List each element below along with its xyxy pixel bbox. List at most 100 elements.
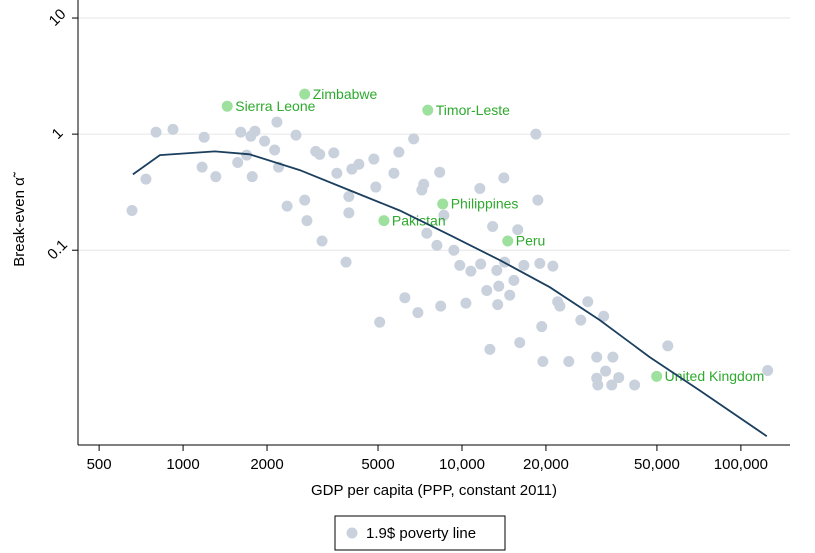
scatter-point [629, 379, 641, 391]
scatter-point [271, 116, 283, 128]
scatter-point [343, 191, 355, 203]
x-tick-label: 500 [87, 456, 112, 473]
scatter-point [328, 147, 340, 159]
y-tick-label: 1 [49, 125, 67, 143]
scatter-point [454, 259, 466, 271]
scatter-point [575, 314, 587, 326]
legend-label: 1.9$ poverty line [366, 525, 476, 542]
x-tick-label: 50,000 [634, 456, 680, 473]
scatter-point [532, 194, 544, 206]
scatter-point [536, 321, 548, 333]
scatter-point [399, 292, 411, 304]
scatter-point [431, 239, 443, 251]
scatter-point [598, 310, 610, 322]
scatter-point [563, 356, 575, 368]
scatter-point [140, 173, 152, 185]
point-label: Sierra Leone [235, 98, 315, 114]
point-label: Philippines [451, 196, 519, 212]
scatter-point [198, 131, 210, 143]
x-tick-label: 2000 [250, 456, 283, 473]
scatter-point [150, 126, 162, 138]
scatter-point [421, 227, 433, 239]
scatter-point [235, 126, 247, 138]
scatter-point [368, 153, 380, 165]
scatter-point [492, 299, 504, 311]
scatter-point [299, 194, 311, 206]
scatter-point [554, 300, 566, 312]
scatter-point [547, 260, 559, 272]
highlighted-point [651, 370, 663, 382]
scatter-point [438, 209, 450, 221]
scatter-point [269, 144, 281, 156]
scatter-point [393, 146, 405, 158]
x-tick-label: 10,000 [439, 456, 485, 473]
y-axis-title: Break-even α̃ [11, 171, 28, 267]
scatter-point [592, 379, 604, 391]
highlighted-point [378, 215, 390, 227]
x-axis-title: GDP per capita (PPP, constant 2011) [311, 482, 557, 499]
scatter-point [388, 167, 400, 179]
scatter-point [331, 167, 343, 179]
scatter-point [167, 123, 179, 135]
highlighted-point [422, 104, 434, 116]
scatter-point [530, 128, 542, 140]
scatter-point [662, 340, 674, 352]
fit-line [132, 150, 768, 437]
scatter-point [534, 257, 546, 269]
x-tick-label: 5000 [361, 456, 394, 473]
scatter-point [448, 244, 460, 256]
scatter-point [353, 158, 365, 170]
scatter-point [484, 343, 496, 355]
scatter-point [514, 337, 526, 349]
scatter-point [370, 181, 382, 193]
point-label: Timor-Leste [436, 102, 510, 118]
scatter-point [475, 258, 487, 270]
y-tick-label: 10 [46, 6, 70, 30]
scatter-point [491, 264, 503, 276]
highlighted-point [502, 235, 514, 247]
scatter-point [126, 204, 138, 216]
highlighted-point [299, 88, 311, 100]
scatter-point [537, 356, 549, 368]
legend-marker [346, 527, 358, 539]
scatter-point [607, 351, 619, 363]
scatter-point [591, 351, 603, 363]
scatter-point [435, 300, 447, 312]
x-tick-label: 1000 [166, 456, 199, 473]
scatter-point [508, 274, 520, 286]
scatter-point [249, 125, 261, 137]
x-tick-label: 20,000 [523, 456, 569, 473]
scatter-point [504, 289, 516, 301]
scatter-point [613, 372, 625, 384]
scatter-point [246, 171, 258, 183]
scatter-point [460, 297, 472, 309]
scatter-point [290, 129, 302, 141]
point-label: Zimbabwe [313, 86, 378, 102]
scatter-point [465, 265, 477, 277]
x-tick-label: 100,000 [714, 456, 768, 473]
point-label: Peru [516, 233, 546, 249]
scatter-point [493, 280, 505, 292]
scatter-point [762, 365, 774, 377]
scatter-point [301, 215, 313, 227]
scatter-point [374, 316, 386, 328]
scatter-point [241, 149, 253, 161]
scatter-point [259, 135, 271, 147]
scatter-point [232, 156, 244, 168]
scatter-point [418, 178, 430, 190]
scatter-point [582, 296, 594, 308]
scatter-point [316, 235, 328, 247]
scatter-point [210, 171, 222, 183]
scatter-point [408, 133, 420, 145]
scatter-point [518, 259, 530, 271]
y-tick-label: 0.1 [44, 236, 71, 263]
scatter-point [600, 365, 612, 377]
scatter-point [481, 284, 493, 296]
scatter-point [498, 172, 510, 184]
scatter-point [343, 207, 355, 219]
scatter-point [474, 183, 486, 195]
highlighted-point [437, 198, 449, 210]
scatter-point [340, 256, 352, 268]
highlighted-point [221, 100, 233, 112]
